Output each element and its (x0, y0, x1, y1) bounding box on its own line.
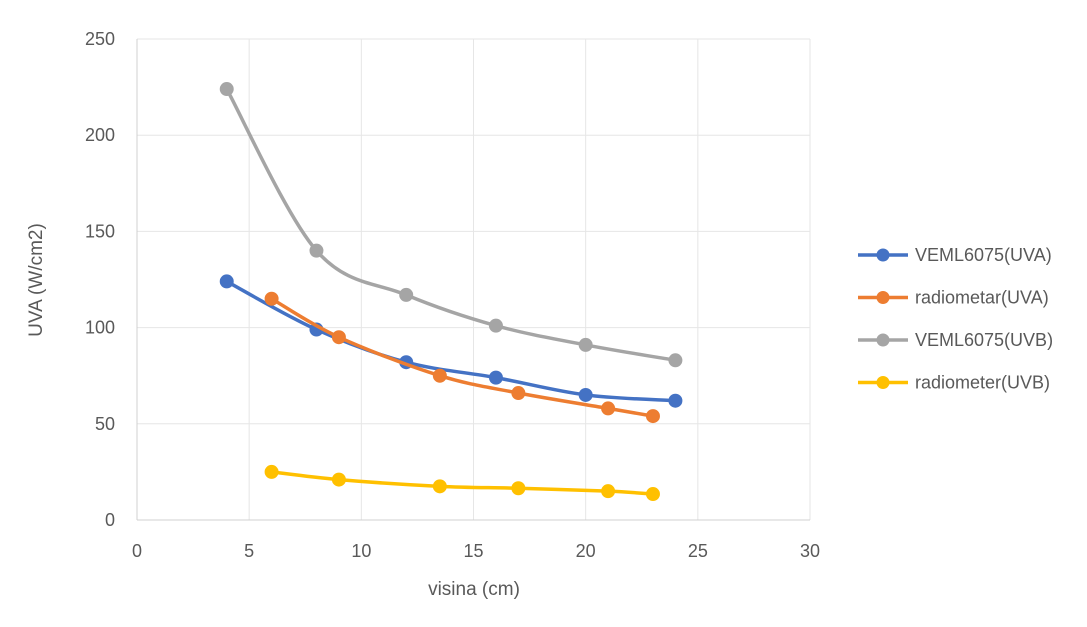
x-tick-label: 30 (800, 541, 820, 561)
series-line (269, 470, 655, 496)
data-point (488, 370, 503, 385)
y-tick-label: 0 (105, 510, 115, 530)
legend-marker (876, 291, 890, 304)
data-point (601, 484, 616, 499)
y-tick-label: 100 (85, 318, 115, 338)
series-line (224, 279, 678, 403)
data-point (645, 487, 660, 502)
legend-item: radiometar(UVA) (858, 288, 1049, 308)
series-1 (264, 291, 660, 424)
data-point (399, 287, 414, 302)
data-point (511, 386, 526, 401)
series-3 (264, 464, 660, 502)
data-point (219, 274, 234, 289)
legend-label: VEML6075(UVA) (915, 245, 1052, 265)
x-tick-label: 10 (351, 541, 371, 561)
x-tick-label: 0 (132, 541, 142, 561)
data-point (331, 330, 346, 345)
data-point (578, 337, 593, 352)
data-point (488, 318, 503, 333)
legend-item: VEML6075(UVA) (858, 245, 1052, 265)
axes: 0 5 10 15 20 25 30 0 50 100 150 200 250 (85, 29, 820, 561)
y-tick-label: 50 (95, 414, 115, 434)
x-tick-label: 15 (463, 541, 483, 561)
data-point (601, 401, 616, 416)
legend-label: radiometer(UVB) (915, 373, 1050, 393)
x-tick-label: 5 (244, 541, 254, 561)
series-0 (219, 274, 683, 408)
series-group (219, 82, 683, 502)
legend-marker (876, 333, 890, 347)
legend-item: VEML6075(UVB) (858, 330, 1053, 350)
legend-marker (876, 248, 890, 262)
legend-label: radiometar(UVA) (915, 288, 1049, 308)
data-point (668, 353, 683, 368)
x-tick-label: 20 (576, 541, 596, 561)
data-point (578, 387, 593, 402)
data-point (432, 479, 447, 494)
data-point (432, 368, 447, 383)
series-2 (219, 82, 683, 368)
y-tick-label: 200 (85, 125, 115, 145)
data-point (511, 481, 526, 496)
data-point (309, 243, 324, 258)
data-point (264, 464, 279, 479)
x-tick-label: 25 (688, 541, 708, 561)
legend: VEML6075(UVA) radiometar(UVA) VEML6075(UVB… (858, 245, 1053, 393)
data-point (331, 472, 346, 487)
y-axis-title: UVA (W/cm2) (26, 223, 47, 337)
y-tick-label: 150 (85, 221, 115, 241)
legend-label: VEML6075(UVB) (915, 330, 1053, 350)
data-point (219, 82, 234, 97)
legend-marker (876, 376, 890, 389)
data-point (645, 409, 660, 424)
data-point (264, 291, 279, 306)
y-tick-label: 250 (85, 29, 115, 49)
data-point (668, 393, 683, 408)
x-axis-title: visina (cm) (428, 579, 520, 600)
legend-item: radiometer(UVB) (858, 373, 1050, 393)
